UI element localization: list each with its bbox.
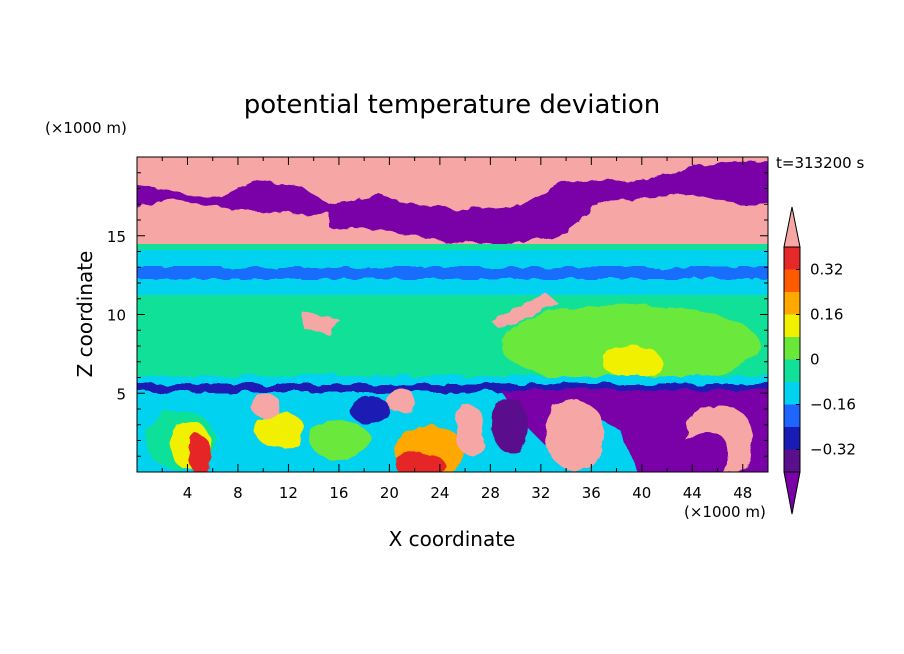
x-tick-label: 28 [481, 484, 500, 502]
colorbar-tick-label: −0.32 [810, 441, 856, 459]
x-tick-label: 12 [279, 484, 298, 502]
boundary-layer [137, 376, 768, 472]
y-unit-label: (×1000 m) [45, 119, 127, 137]
colorbar-swatch [784, 292, 800, 315]
y-axis: 5 10 15 [107, 172, 768, 457]
y-tick-label: 5 [116, 385, 126, 403]
time-label: t=313200 s [776, 154, 864, 172]
warm-core [602, 346, 662, 378]
colorbar-tick-label: 0 [810, 351, 820, 369]
x-unit-label: (×1000 m) [684, 503, 766, 521]
cold-band-edge [137, 244, 768, 252]
x-tick-label: 40 [632, 484, 651, 502]
colorbar-swatch [784, 359, 800, 382]
x-tick-label: 16 [329, 484, 348, 502]
y-axis-label: Z coordinate [73, 251, 97, 378]
colorbar-swatch [784, 337, 800, 360]
cold-band-thin [137, 267, 768, 279]
upper-layer [137, 157, 768, 250]
x-axis-label: X coordinate [389, 527, 516, 551]
colorbar-tick-label: −0.16 [810, 396, 856, 414]
plot-area [137, 157, 768, 472]
colorbar-swatch [784, 314, 800, 337]
colorbar-tick-label: 0.16 [810, 306, 843, 324]
x-tick-label: 32 [531, 484, 550, 502]
x-tick-label: 48 [733, 484, 752, 502]
colorbar-swatch [784, 382, 800, 405]
x-axis: 4 8 12 16 20 24 28 32 36 40 44 48 [161, 157, 752, 502]
colorbar-over-triangle [783, 206, 801, 248]
y-tick-label: 10 [107, 307, 126, 325]
x-tick-label: 4 [183, 484, 193, 502]
colorbar-tick-label: 0.32 [810, 261, 843, 279]
colorbar-under-triangle [783, 471, 801, 515]
x-tick-label: 8 [233, 484, 243, 502]
warm-anomaly [500, 305, 760, 385]
colorbar-swatch [784, 404, 800, 427]
colorbar: 0.32 0.16 0 −0.16 −0.32 [783, 206, 856, 515]
x-tick-label: 36 [582, 484, 601, 502]
colorbar-swatch [784, 269, 800, 292]
colorbar-swatch [784, 427, 800, 450]
x-tick-label: 44 [683, 484, 702, 502]
x-tick-label: 20 [380, 484, 399, 502]
colorbar-swatch [784, 247, 800, 270]
chart-title: potential temperature deviation [244, 90, 660, 120]
y-tick-label: 15 [107, 228, 126, 246]
x-tick-label: 24 [430, 484, 449, 502]
colorbar-swatch [784, 449, 800, 472]
